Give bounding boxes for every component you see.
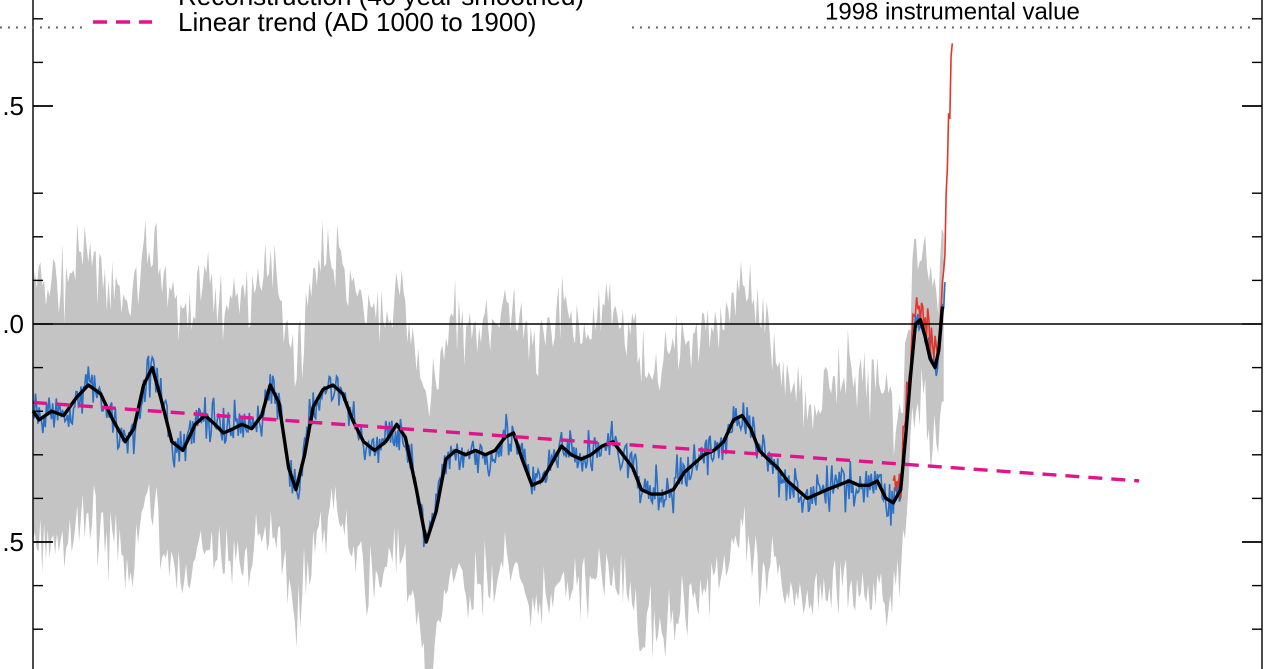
axis-ticks [33, 18, 1262, 630]
legend-label-linear-trend: Linear trend (AD 1000 to 1900) [178, 7, 536, 37]
annual-series [32, 43, 954, 548]
y-tick-labels: .5 .0 .5 [2, 91, 24, 557]
y-tick-label: .0 [2, 309, 24, 339]
instrumental-record-line [892, 43, 954, 499]
y-tick-label: .5 [2, 527, 24, 557]
y-tick-label: .5 [2, 91, 24, 121]
uncertainty-bands [33, 219, 944, 669]
annual-reconstruction-line [32, 282, 946, 548]
annotation-label: 1998 instrumental value [825, 0, 1080, 26]
legend-label-reconstruction: Reconstruction (40 year smoothed) [178, 0, 584, 11]
instrumental-annotation: 1998 instrumental value [0, 0, 1252, 29]
linear-trend-line [32, 400, 1140, 483]
uncertainty-band [33, 219, 944, 669]
legend: Reconstruction (40 year smoothed) Linear… [93, 0, 584, 37]
plot-frame [32, 0, 1263, 669]
series-layer [31, 306, 1140, 544]
reconstruction-smoothed-line [31, 306, 945, 544]
